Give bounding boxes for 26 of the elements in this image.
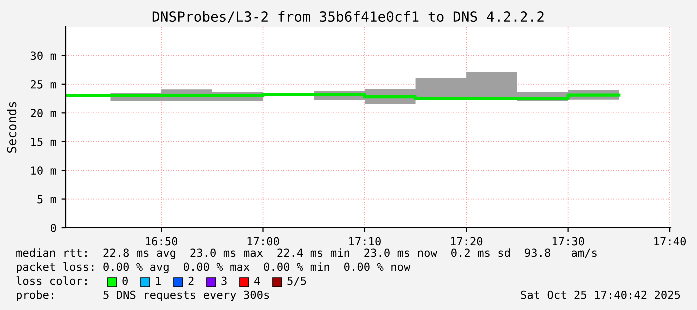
y-tick-label: 25 m — [31, 80, 56, 89]
text: packet loss: 0.00 % avg 0.00 % max 0.00 % min 0.00 % now — [17, 262, 411, 274]
text: probe: 5 DNS requests every 300s — [17, 290, 270, 302]
text: 5/5 — [288, 276, 306, 286]
x-tick-label: 17:20 — [451, 237, 483, 246]
y-tick-label: 0 — [51, 224, 56, 232]
x-tick-label: 17:30 — [552, 237, 584, 246]
x-tick-label: 17:10 — [350, 237, 381, 246]
text: 3 — [222, 276, 227, 286]
x-tick-label: 17:40 — [654, 237, 686, 246]
x-tick-label: 17:00 — [248, 237, 280, 246]
text: 2 — [188, 276, 194, 286]
text: loss color: — [16, 276, 87, 286]
text: Sat Oct 25 17:40:42 2025 — [521, 290, 680, 300]
text: 4 — [254, 276, 260, 286]
y-tick-label: 10 m — [32, 166, 56, 175]
y-tick-label: 30 m — [30, 52, 56, 60]
chart-title: DNSProbes/L3-2 from 35b6f41e0cf1 to DNS 4.2.2.2 — [152, 11, 544, 24]
y-tick-label: 20 m — [31, 109, 56, 118]
y-tick-label: 15 m — [32, 138, 56, 146]
x-tick-label: 16:50 — [146, 237, 178, 246]
text: 0 — [122, 276, 128, 286]
text: 1 — [156, 276, 161, 286]
y-tick-label: 5 m — [38, 195, 56, 204]
y-axis-title: Seconds — [7, 102, 17, 153]
text: median rtt: 22.8 ms avg 23.0 ms max 22.4 ms min 23.0 ms now 0.2 ms sd 93.8 am/s — [16, 248, 597, 260]
